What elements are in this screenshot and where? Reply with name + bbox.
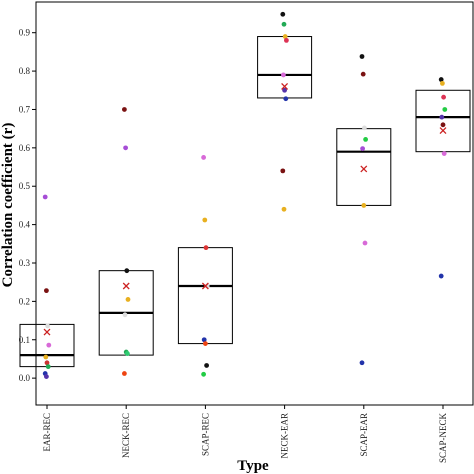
data-point xyxy=(438,273,444,279)
mean-marker xyxy=(360,165,368,173)
y-tick-label: 0.8 xyxy=(19,66,31,76)
data-point xyxy=(282,34,288,39)
data-point xyxy=(361,203,367,208)
y-tick-label: 0.6 xyxy=(19,143,31,153)
boxes xyxy=(19,36,471,368)
box xyxy=(177,247,233,345)
data-point xyxy=(281,21,287,27)
data-point xyxy=(359,360,365,366)
data-point xyxy=(44,360,50,366)
data-point xyxy=(201,337,207,343)
x-tick-label: SCAP-NECK xyxy=(438,413,448,464)
data-point xyxy=(203,245,209,251)
data-point xyxy=(122,371,127,376)
data-point xyxy=(42,194,48,200)
data-point xyxy=(439,114,445,120)
y-tick-label: 0.0 xyxy=(19,373,31,383)
y-tick-label: 0.7 xyxy=(19,104,31,114)
plot-frame xyxy=(35,1,474,406)
data-point xyxy=(122,312,128,318)
data-point xyxy=(202,217,208,223)
data-point xyxy=(124,268,130,274)
data-point xyxy=(280,168,286,174)
x-tick-label: NECK-EAR xyxy=(280,413,290,459)
data-point xyxy=(45,323,50,329)
data-point xyxy=(201,155,207,160)
data-point xyxy=(438,77,444,82)
data-point xyxy=(125,297,131,302)
y-tick-label: 0.5 xyxy=(19,181,31,191)
mean-markers xyxy=(43,82,447,336)
data-point xyxy=(440,80,445,86)
y-tick-label: 0.9 xyxy=(19,28,31,38)
y-tick-label: 0.3 xyxy=(19,258,31,268)
data-point xyxy=(122,107,127,112)
mean-marker xyxy=(122,282,130,290)
data-point xyxy=(46,342,52,348)
data-point xyxy=(44,288,49,294)
data-point xyxy=(359,54,365,59)
data-point xyxy=(441,94,446,100)
y-tick-label: 0.2 xyxy=(19,296,30,306)
mean-marker xyxy=(43,328,51,336)
x-tick-label: EAR-REC xyxy=(42,413,52,452)
data-point xyxy=(283,96,289,102)
x-tick-label: NECK-REC xyxy=(121,413,131,458)
x-axis-ticks: EAR-REC NECK-REC SCAP-REC NECK-EAR SCAP-EAR S… xyxy=(42,405,448,463)
axes xyxy=(35,1,474,406)
data-point xyxy=(363,137,368,142)
data-point xyxy=(362,240,368,246)
data-point xyxy=(125,351,130,356)
x-axis-title: Type xyxy=(237,458,269,474)
mean-marker xyxy=(201,282,209,290)
data-point xyxy=(123,145,128,151)
data-points xyxy=(42,11,448,379)
x-tick-label: SCAP-REC xyxy=(200,413,210,456)
data-point xyxy=(204,363,210,368)
data-point xyxy=(281,72,286,78)
y-tick-label: 0.1 xyxy=(19,335,30,345)
mean-marker xyxy=(281,82,289,90)
data-point xyxy=(45,364,51,370)
y-axis-title: Correlation coefficient (r) xyxy=(0,123,16,288)
data-point xyxy=(281,206,287,212)
x-tick-label: SCAP-EAR xyxy=(359,413,369,457)
y-tick-label: 0.4 xyxy=(19,220,31,230)
data-point xyxy=(284,37,289,43)
data-point xyxy=(203,341,208,346)
data-point xyxy=(360,71,366,77)
y-axis-ticks: 0.0 0.1 0.2 0.3 0.4 0.5 0.6 0.7 0.8 0.9 xyxy=(19,28,36,383)
data-point xyxy=(43,354,49,360)
data-point xyxy=(280,11,286,17)
data-point xyxy=(282,87,287,93)
data-point xyxy=(362,125,367,131)
data-point xyxy=(360,146,365,152)
data-point xyxy=(440,122,446,128)
data-point xyxy=(44,374,49,379)
data-point xyxy=(201,371,207,377)
data-point xyxy=(441,151,447,157)
mean-marker xyxy=(439,127,447,135)
data-point xyxy=(442,107,448,112)
